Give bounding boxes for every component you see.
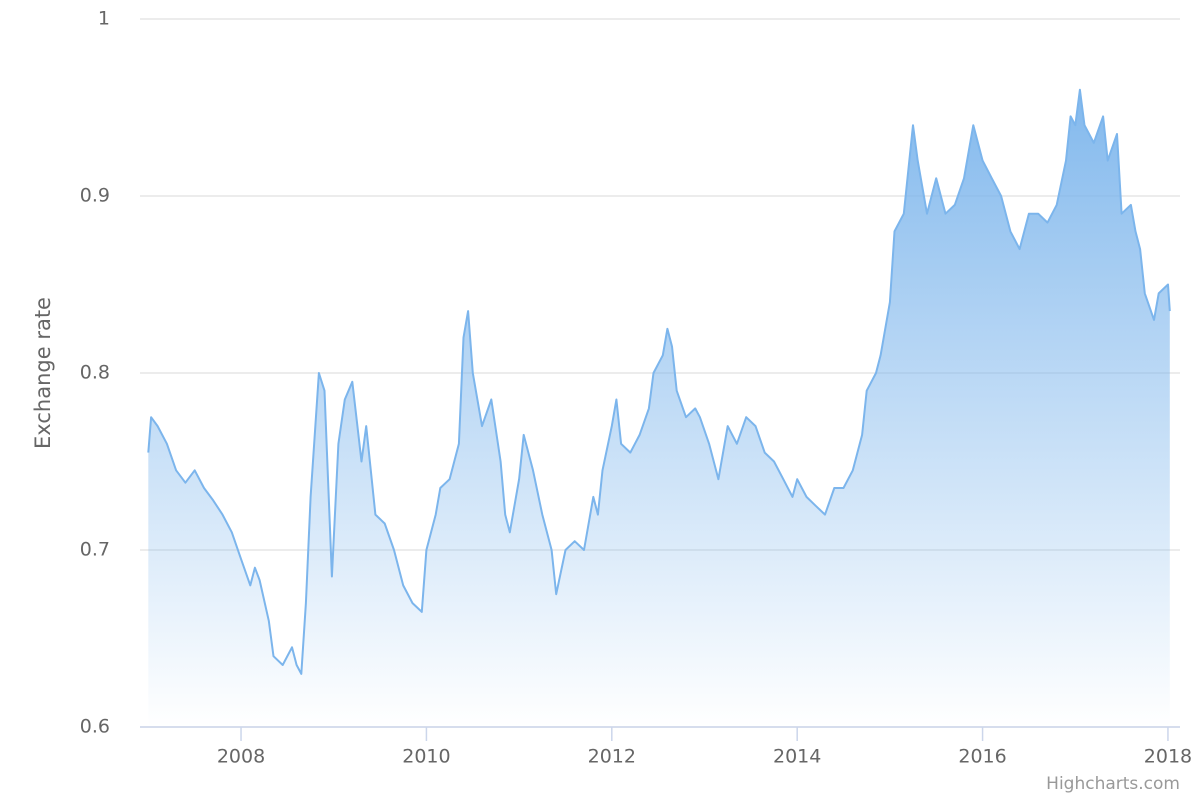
area [148,89,1170,728]
x-tick-label: 2010 [402,746,450,768]
y-tick-label: 1 [98,8,110,30]
x-tick-label: 2012 [588,746,636,768]
x-tick-label: 2016 [958,746,1006,768]
x-tick-label: 2018 [1144,746,1192,768]
line [147,88,1171,675]
y-axis-title: Exchange rate [31,297,55,449]
credit[interactable]: Highcharts.com [1046,774,1180,794]
y-tick-label: 0.9 [80,185,110,207]
x-tick-label: 2014 [773,746,821,768]
y-tick-label: 0.8 [80,362,110,384]
x-tick-label: 2008 [217,746,265,768]
y-tick-label: 0.6 [80,716,110,738]
y-tick-label: 0.7 [80,539,110,561]
